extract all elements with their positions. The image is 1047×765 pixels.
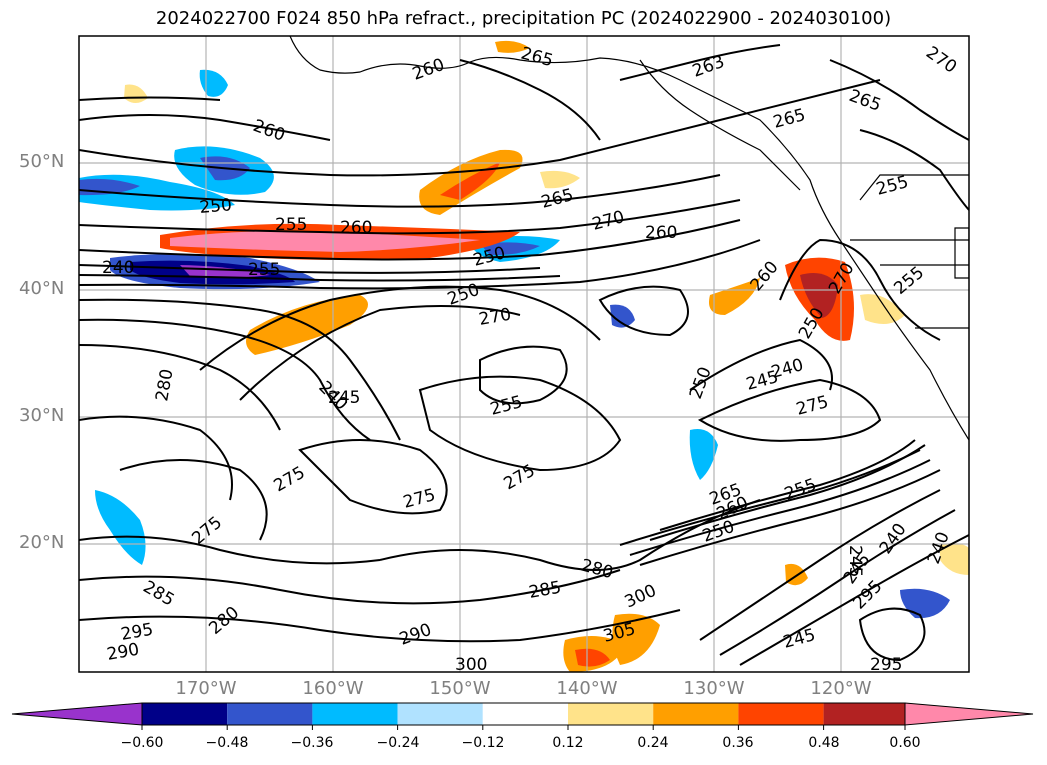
neg-anomaly-14 [610, 304, 635, 328]
pos-anomaly-11 [709, 278, 760, 315]
pos-anomaly-14 [540, 170, 580, 189]
neg-anomaly-10 [199, 69, 228, 97]
colorbar-tick-label: 0.24 [637, 735, 669, 751]
neg-anomaly-12 [689, 429, 718, 480]
lon-label: 170°W [175, 678, 237, 699]
colorbar-frame [141, 702, 906, 726]
chart-title: 2024022700 F024 850 hPa refract., precip… [155, 8, 892, 29]
colorbar-tick-label: −0.24 [376, 735, 420, 751]
pos-anomaly-17 [940, 543, 969, 575]
lon-label: 130°W [683, 678, 745, 699]
lat-label: 50°N [19, 151, 65, 172]
refractivity-contours [79, 44, 969, 666]
colorbar-segment [397, 703, 483, 725]
coastlines [289, 36, 969, 441]
contour-label: 300 [455, 655, 487, 675]
contour-label: 260 [645, 223, 677, 243]
colorbar-segment [568, 703, 654, 725]
neg-anomaly-11 [95, 490, 146, 565]
colorbar-segment [11, 702, 143, 726]
contour-label: 260 [340, 218, 372, 238]
pos-anomaly-4 [440, 162, 500, 200]
colorbar-tick-label: 0.60 [889, 735, 921, 751]
pos-anomaly-7 [800, 272, 838, 318]
colorbar-segment [738, 703, 824, 725]
colorbar-tick-label: −0.12 [461, 735, 505, 751]
neg-anomaly-9 [480, 242, 540, 256]
graticule [79, 36, 969, 672]
lat-label: 20°N [19, 532, 65, 553]
contour-label: 295 [870, 655, 902, 675]
colorbar-tick-label: −0.60 [120, 735, 164, 751]
lon-label: 140°W [556, 678, 618, 699]
contour-label: 240 [102, 258, 134, 278]
colorbar-tick-label: −0.36 [290, 735, 334, 751]
colorbar-segment [823, 703, 909, 725]
colorbar-tick-label: 0.12 [552, 735, 584, 751]
contour-label: 255 [275, 215, 307, 235]
lat-label: 30°N [19, 405, 65, 426]
colorbar-segment [653, 703, 739, 725]
contour-label: 245 [328, 388, 360, 408]
pos-anomaly-12 [495, 40, 530, 53]
lon-label: 150°W [429, 678, 491, 699]
pos-anomaly-10 [612, 613, 660, 665]
contour-label: 245 [845, 545, 865, 577]
map-background [79, 36, 969, 672]
colorbar-segment [312, 703, 398, 725]
colorbar [11, 702, 1034, 730]
colorbar-tick-label: −0.48 [205, 735, 249, 751]
pos-anomaly-2 [170, 230, 480, 252]
colorbar-segment [227, 703, 313, 725]
contour-label: 255 [248, 260, 280, 280]
colorbar-segment [482, 703, 568, 725]
colorbar-tick-label: 0.48 [808, 735, 840, 751]
pos-anomaly-9 [575, 648, 610, 667]
contour-label: 250 [199, 195, 233, 218]
colorbar-tick-label: 0.36 [722, 735, 754, 751]
colorbar-segment [904, 702, 1034, 726]
lon-label: 120°W [810, 678, 872, 699]
lon-label: 160°W [302, 678, 364, 699]
map-frame [78, 35, 970, 673]
colorbar-segment [142, 703, 228, 725]
lat-label: 40°N [19, 278, 65, 299]
pos-anomaly-15 [860, 294, 905, 324]
